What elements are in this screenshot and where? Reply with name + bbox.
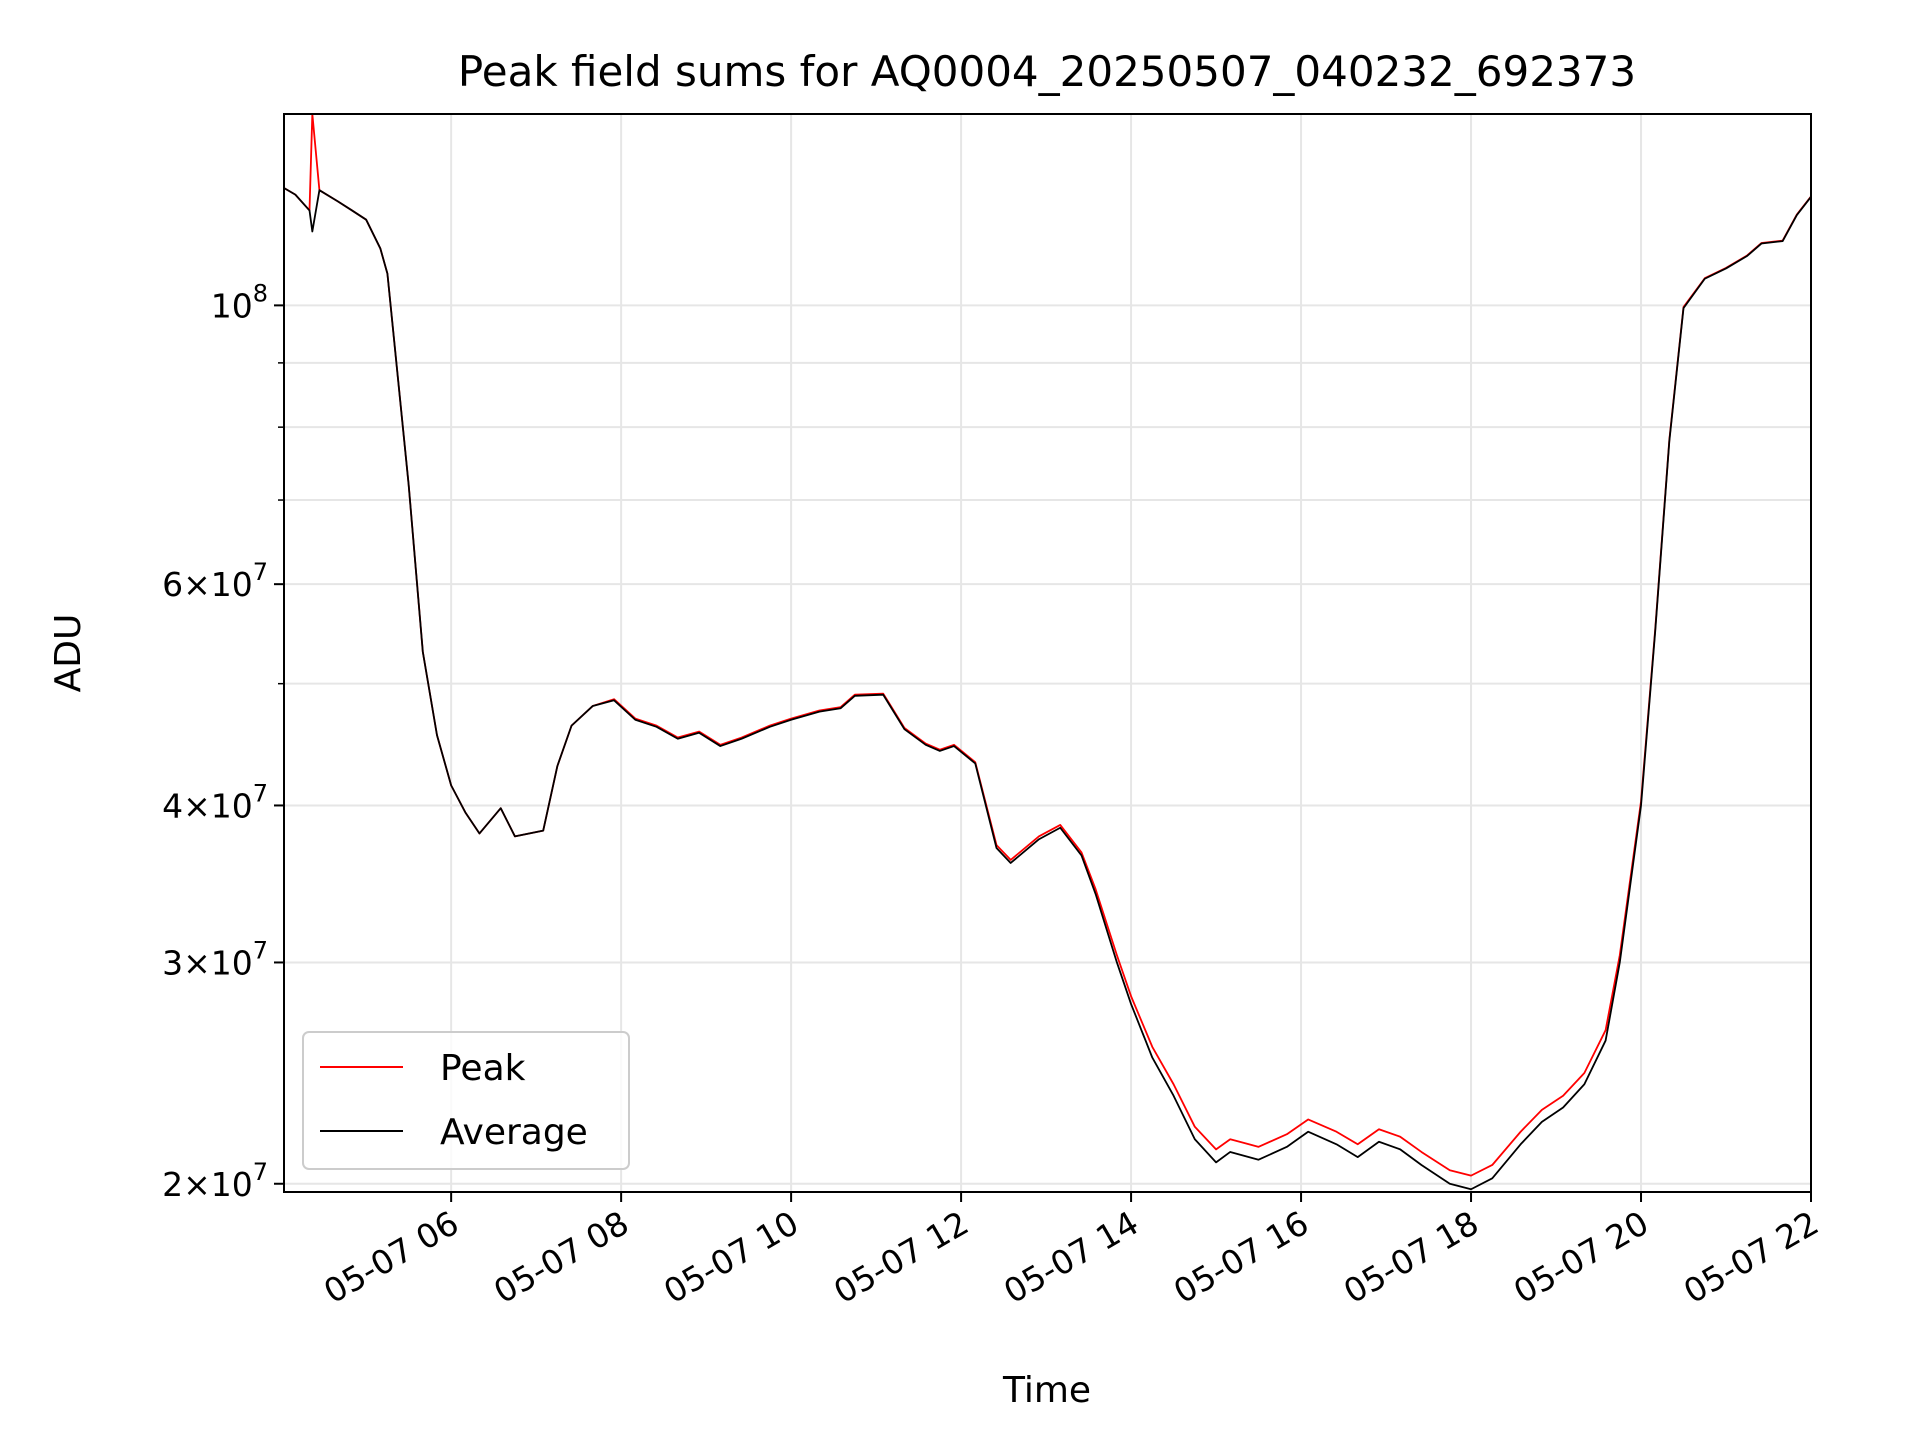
y-tick-label-exponent: 7 [253,936,268,964]
series-line-average [283,187,1812,1191]
y-tick-label-exponent: 7 [253,1158,268,1186]
plot-lines [283,113,1812,1191]
y-tick-label-exponent: 7 [253,779,268,807]
y-tick-label: 6×107 [162,558,268,604]
legend: Peak Average [302,1031,630,1170]
plot-frame [283,113,1812,1193]
x-axis-label: Time [1002,1370,1091,1411]
y-tick-label-base: 4×10 [162,786,253,825]
y-tick-label-base: 10 [211,286,253,325]
y-tick-label-exponent: 7 [253,558,268,586]
y-tick-label: 3×107 [162,936,268,982]
chart-title: Peak field sums for AQ0004_20250507_0402… [458,47,1636,96]
y-axis-label: ADU [48,614,89,693]
y-tick-label-exponent: 8 [253,279,268,307]
legend-label-peak: Peak [440,1048,526,1089]
y-tick-label-base: 2×10 [162,1165,253,1204]
y-tick-label: 2×107 [162,1158,268,1204]
y-tick-label: 108 [211,279,268,325]
legend-label-average: Average [440,1112,588,1153]
y-tick-label-base: 3×10 [162,943,253,982]
y-tick-label: 4×107 [162,779,268,825]
y-tick-label-base: 6×10 [162,565,253,604]
